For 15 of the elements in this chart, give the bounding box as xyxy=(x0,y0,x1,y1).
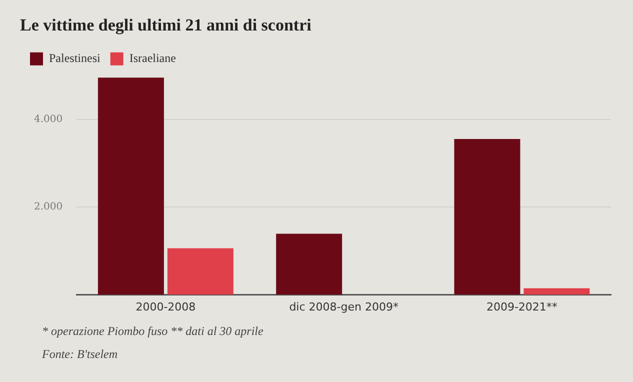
y-tick-label: 2.000 xyxy=(34,202,63,213)
text: * operazione Piombo fuso ** dati al 30 aprile xyxy=(42,324,264,339)
bar xyxy=(524,288,590,295)
x-tick-label: 2000-2008 xyxy=(136,300,196,314)
bar xyxy=(454,139,520,295)
source-note: Fonte: B'tselem xyxy=(42,347,119,362)
x-tick-label: dic 2008-gen 2009* xyxy=(289,300,399,314)
bar xyxy=(276,234,342,295)
chart-title: Le vittime degli ultimi 21 anni di scontri xyxy=(20,16,312,35)
bar xyxy=(167,248,234,295)
y-tick-label: 4.000 xyxy=(34,114,63,125)
legend-label: Palestinesi xyxy=(49,51,101,66)
x-tick-label: 2009-2021** xyxy=(486,300,558,314)
legend-label: Israeliane xyxy=(129,51,176,66)
bar xyxy=(98,78,164,295)
